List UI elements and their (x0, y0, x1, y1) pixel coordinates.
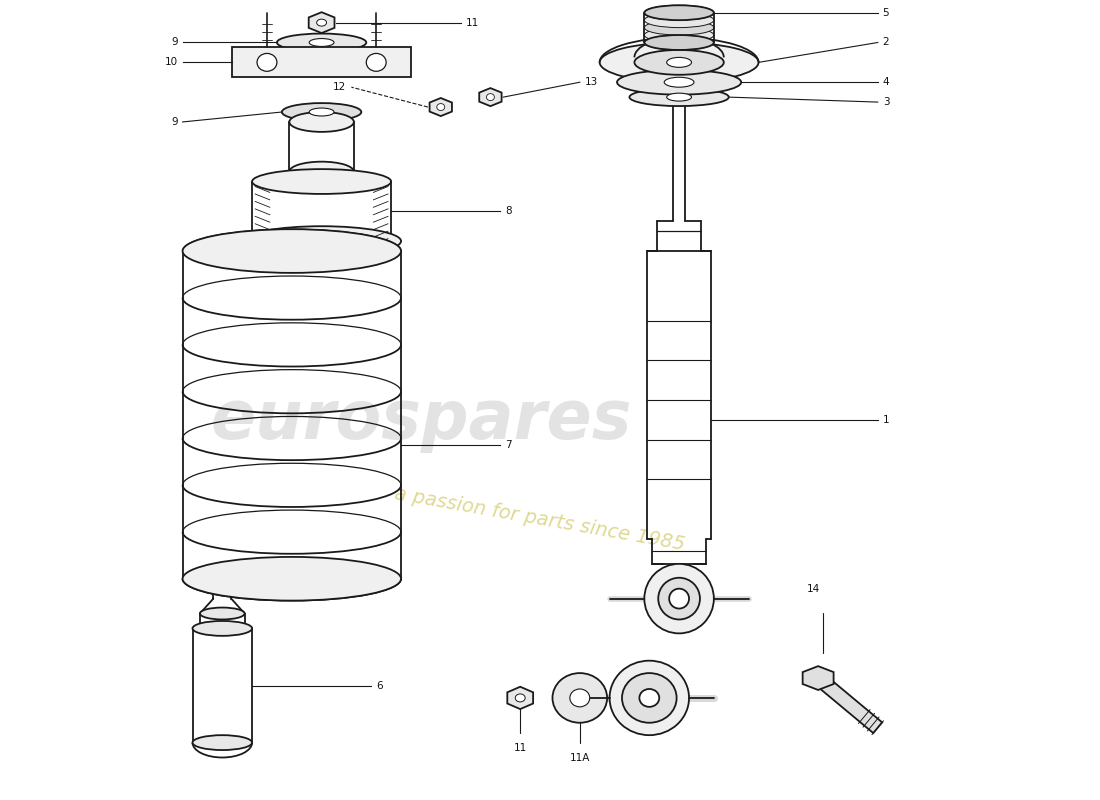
Text: 1: 1 (882, 415, 889, 425)
Text: 7: 7 (505, 440, 512, 450)
Ellipse shape (183, 229, 402, 273)
Ellipse shape (437, 103, 444, 110)
Ellipse shape (600, 42, 759, 82)
Text: 9: 9 (170, 38, 177, 47)
Ellipse shape (617, 70, 741, 94)
Ellipse shape (669, 589, 689, 609)
Ellipse shape (635, 50, 724, 74)
Ellipse shape (645, 13, 714, 28)
Bar (232, 47, 411, 78)
Polygon shape (507, 686, 534, 709)
Polygon shape (430, 98, 452, 116)
Ellipse shape (277, 34, 366, 51)
Text: 4: 4 (882, 78, 889, 87)
Text: 11: 11 (465, 18, 478, 28)
Ellipse shape (570, 689, 590, 707)
Text: 11A: 11A (570, 753, 590, 762)
Text: a passion for parts since 1985: a passion for parts since 1985 (394, 484, 686, 554)
Ellipse shape (515, 694, 525, 702)
Text: 10: 10 (165, 58, 177, 67)
Ellipse shape (252, 169, 392, 194)
Ellipse shape (621, 673, 676, 722)
Ellipse shape (183, 557, 402, 601)
Ellipse shape (289, 112, 354, 132)
Text: eurospares: eurospares (210, 387, 631, 453)
Ellipse shape (645, 20, 714, 35)
Ellipse shape (609, 661, 689, 735)
Ellipse shape (552, 673, 607, 722)
Ellipse shape (667, 93, 692, 101)
Ellipse shape (486, 94, 494, 101)
Ellipse shape (664, 78, 694, 87)
Polygon shape (814, 673, 882, 733)
Ellipse shape (645, 6, 714, 20)
Text: 11: 11 (514, 742, 527, 753)
Ellipse shape (645, 6, 714, 20)
Ellipse shape (282, 103, 361, 121)
Ellipse shape (317, 19, 327, 26)
Ellipse shape (667, 58, 692, 67)
Ellipse shape (192, 621, 252, 636)
Text: 14: 14 (806, 584, 820, 594)
Ellipse shape (645, 28, 714, 42)
Text: 2: 2 (882, 38, 889, 47)
Text: 5: 5 (882, 8, 889, 18)
Ellipse shape (645, 35, 714, 50)
Ellipse shape (645, 35, 714, 50)
Ellipse shape (639, 689, 659, 707)
Text: 12: 12 (333, 82, 346, 92)
Ellipse shape (309, 38, 334, 46)
Ellipse shape (366, 54, 386, 71)
Text: 8: 8 (505, 206, 512, 216)
Ellipse shape (645, 564, 714, 634)
Ellipse shape (200, 607, 244, 619)
Ellipse shape (200, 622, 244, 634)
Text: 3: 3 (882, 97, 889, 107)
Text: 9: 9 (170, 117, 177, 127)
Ellipse shape (192, 735, 252, 750)
Ellipse shape (257, 54, 277, 71)
Text: 13: 13 (585, 78, 598, 87)
Ellipse shape (629, 88, 728, 106)
Ellipse shape (289, 162, 354, 182)
Ellipse shape (309, 108, 334, 116)
Text: 6: 6 (376, 681, 383, 690)
Ellipse shape (658, 578, 700, 619)
Ellipse shape (242, 226, 402, 256)
Polygon shape (803, 666, 834, 690)
Polygon shape (309, 12, 334, 33)
Polygon shape (480, 88, 502, 106)
